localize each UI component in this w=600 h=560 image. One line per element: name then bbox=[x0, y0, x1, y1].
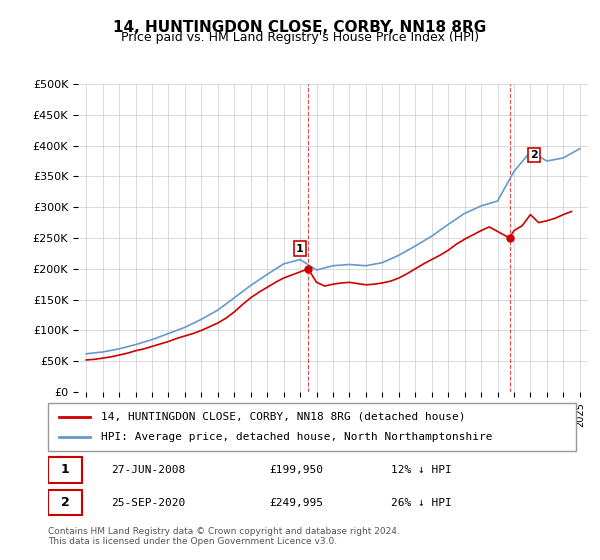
Text: 14, HUNTINGDON CLOSE, CORBY, NN18 8RG: 14, HUNTINGDON CLOSE, CORBY, NN18 8RG bbox=[113, 20, 487, 35]
Text: Contains HM Land Registry data © Crown copyright and database right 2024.
This d: Contains HM Land Registry data © Crown c… bbox=[48, 526, 400, 546]
FancyBboxPatch shape bbox=[48, 403, 576, 451]
FancyBboxPatch shape bbox=[48, 457, 82, 483]
Text: £249,995: £249,995 bbox=[270, 498, 324, 508]
Text: 1: 1 bbox=[61, 464, 69, 477]
Text: 2: 2 bbox=[61, 496, 69, 509]
Text: 25-SEP-2020: 25-SEP-2020 bbox=[112, 498, 185, 508]
Text: 27-JUN-2008: 27-JUN-2008 bbox=[112, 465, 185, 475]
Text: 1: 1 bbox=[296, 244, 304, 254]
Text: 26% ↓ HPI: 26% ↓ HPI bbox=[391, 498, 452, 508]
Text: Price paid vs. HM Land Registry's House Price Index (HPI): Price paid vs. HM Land Registry's House … bbox=[121, 31, 479, 44]
Text: 12% ↓ HPI: 12% ↓ HPI bbox=[391, 465, 452, 475]
FancyBboxPatch shape bbox=[48, 490, 82, 515]
Text: 14, HUNTINGDON CLOSE, CORBY, NN18 8RG (detached house): 14, HUNTINGDON CLOSE, CORBY, NN18 8RG (d… bbox=[101, 412, 466, 422]
Text: £199,950: £199,950 bbox=[270, 465, 324, 475]
Text: HPI: Average price, detached house, North Northamptonshire: HPI: Average price, detached house, Nort… bbox=[101, 432, 493, 442]
Text: 2: 2 bbox=[530, 150, 538, 160]
